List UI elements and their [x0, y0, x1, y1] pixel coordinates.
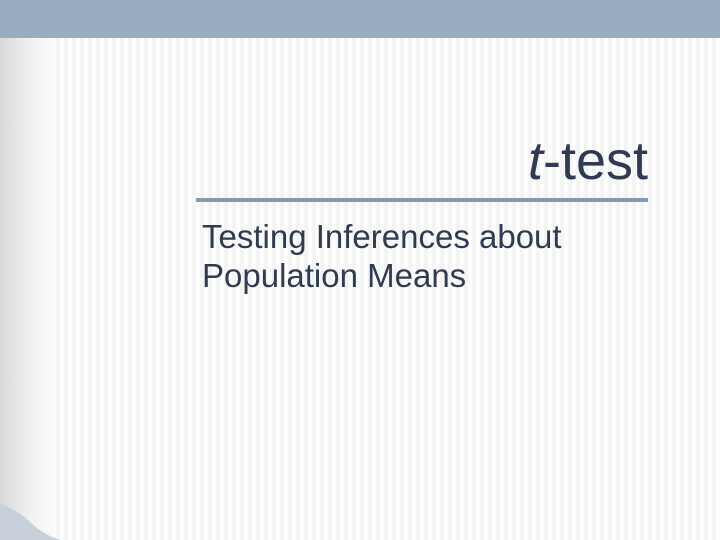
title-underline [196, 198, 648, 202]
slide-title: t-test [528, 130, 648, 192]
slide-subtitle: Testing Inferences about Population Mean… [202, 218, 622, 296]
left-accent-gradient [0, 38, 54, 540]
corner-pagecurl-icon [0, 504, 60, 540]
title-italic-part: t [528, 131, 543, 191]
top-bar [0, 0, 720, 38]
title-rest-part: -test [543, 131, 648, 191]
